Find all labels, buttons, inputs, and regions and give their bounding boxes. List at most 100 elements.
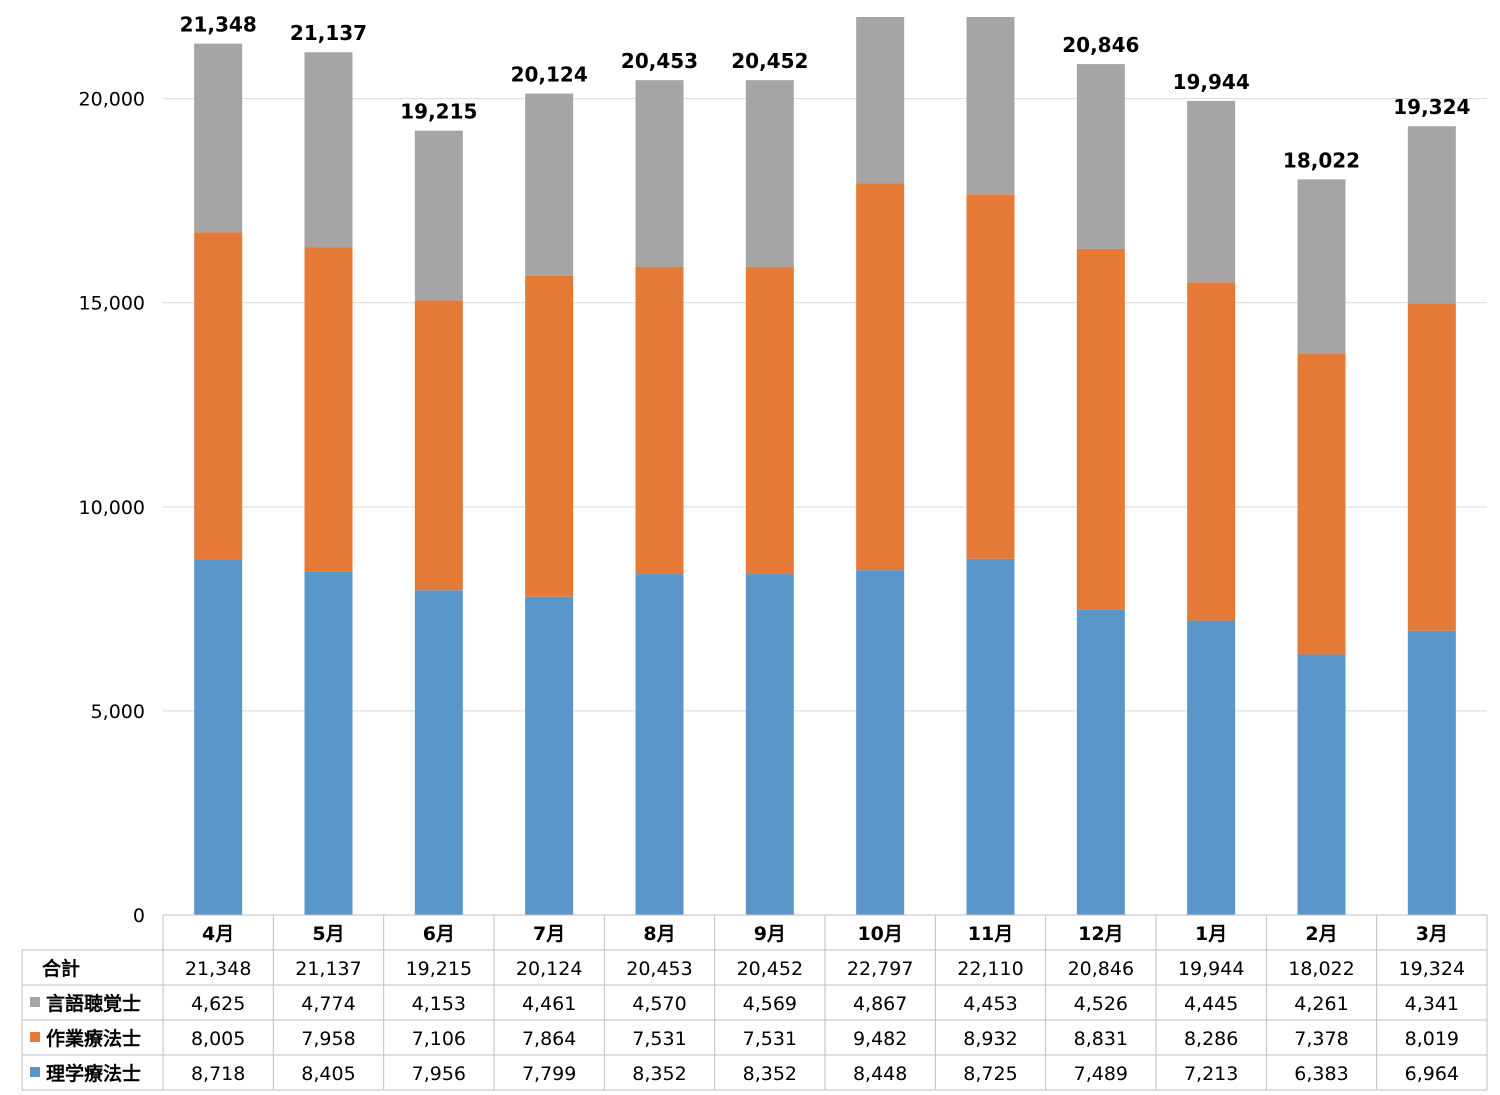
total-label: 20,453: [621, 49, 698, 73]
table-cell: 9,482: [853, 1028, 907, 1050]
bar-segment: [1076, 64, 1125, 249]
bar-segment: [966, 194, 1015, 559]
bar-segment: [1297, 179, 1346, 354]
table-cell: 4,526: [1074, 993, 1128, 1015]
bar-segment: [194, 232, 243, 560]
y-tick-label: 15,000: [79, 293, 145, 315]
bar-segment: [1407, 126, 1456, 304]
bar-segment: [1297, 353, 1346, 655]
y-tick-label: 5,000: [91, 701, 145, 723]
table-cell: 19,944: [1178, 958, 1244, 980]
table-cell: 19,324: [1399, 958, 1465, 980]
table-cell: 18,022: [1288, 958, 1354, 980]
legend-key: [30, 1067, 40, 1077]
table-cell: 4,867: [853, 993, 907, 1015]
table-cell: 8,286: [1184, 1028, 1238, 1050]
bar-segment: [304, 571, 353, 915]
table-cell: 22,797: [847, 958, 913, 980]
table-cell: 8,019: [1405, 1028, 1459, 1050]
table-cell: 8,405: [301, 1063, 355, 1085]
table-cell: 21,348: [185, 958, 251, 980]
table-cell: 8,005: [191, 1028, 245, 1050]
table-cell: 4,625: [191, 993, 245, 1015]
table-cell: 8,352: [632, 1063, 686, 1085]
table-cell: 20,452: [737, 958, 803, 980]
bar-segment: [745, 80, 794, 267]
y-tick-label: 20,000: [79, 89, 145, 111]
bar-segment: [856, 570, 905, 915]
table-cell: 7,106: [412, 1028, 466, 1050]
total-label: 18,022: [1283, 148, 1360, 172]
bar-segment: [635, 80, 684, 267]
table-cell: 20,846: [1068, 958, 1134, 980]
category-label: 11月: [968, 923, 1013, 945]
bar-segment: [745, 266, 794, 575]
series-label: 理学療法士: [46, 1062, 141, 1085]
table-cell: 4,774: [301, 993, 355, 1015]
table-cell: 8,831: [1074, 1028, 1128, 1050]
total-label: 20,452: [731, 49, 808, 73]
table-cell: 8,352: [743, 1063, 797, 1085]
table-cell: 4,153: [412, 993, 466, 1015]
bar-segment: [525, 93, 574, 276]
bar-segment: [635, 266, 684, 575]
category-label: 4月: [202, 923, 234, 945]
bar-segment: [414, 590, 463, 915]
total-label: 19,324: [1393, 95, 1470, 119]
category-label: 1月: [1195, 923, 1227, 945]
total-label: 20,846: [1062, 33, 1139, 57]
bar-segment: [194, 559, 243, 915]
bar-segment: [1407, 303, 1456, 631]
bar-segment: [856, 17, 905, 184]
legend-key: [30, 1032, 40, 1042]
total-label: 21,348: [180, 13, 257, 37]
bar-segment: [1187, 620, 1236, 915]
table-cell: 6,383: [1294, 1063, 1348, 1085]
table-cell: 4,461: [522, 993, 576, 1015]
table-cell: 4,445: [1184, 993, 1238, 1015]
y-axis: 0 5,000 10,000 15,000 20,000: [79, 89, 145, 927]
bar-segment: [856, 183, 905, 571]
bar-segment: [194, 43, 243, 233]
category-label: 2月: [1305, 923, 1337, 945]
table-cell: 7,958: [301, 1028, 355, 1050]
table-cell: 4,341: [1405, 993, 1459, 1015]
total-label: 21,137: [290, 21, 367, 45]
bar-segment: [525, 275, 574, 597]
table-cell: 4,570: [632, 993, 686, 1015]
bars: [194, 17, 1456, 915]
table-cell: 7,531: [743, 1028, 797, 1050]
bar-segment: [966, 558, 1015, 915]
bar-segment: [635, 574, 684, 915]
table-cell: 8,932: [963, 1028, 1017, 1050]
table-cell: 4,569: [743, 993, 797, 1015]
table-cell: 21,137: [295, 958, 361, 980]
table-cell: 7,489: [1074, 1063, 1128, 1085]
bar-segment: [1297, 654, 1346, 915]
bar-segment: [1187, 100, 1236, 283]
total-label: 19,944: [1173, 70, 1250, 94]
bar-segment: [525, 596, 574, 915]
y-tick-label: 10,000: [79, 497, 145, 519]
table-cell: 7,531: [632, 1028, 686, 1050]
bar-segment: [966, 17, 1015, 195]
gridlines: [163, 98, 1487, 916]
table-cell: 22,110: [957, 958, 1023, 980]
bar-segment: [1407, 630, 1456, 915]
table-cell: 7,956: [412, 1063, 466, 1085]
table-cell: 20,124: [516, 958, 582, 980]
category-label: 8月: [643, 923, 675, 945]
totals-row-label: 合計: [42, 957, 80, 980]
category-label: 5月: [312, 923, 344, 945]
category-label: 7月: [533, 923, 565, 945]
total-data-labels: 21,348 21,137 19,215 20,124 20,453 20,452 20,8…: [180, 13, 1471, 173]
bar-segment: [1076, 248, 1125, 610]
bar-segment: [304, 52, 353, 248]
category-label: 9月: [754, 923, 786, 945]
table-cell: 4,453: [963, 993, 1017, 1015]
bar-segment: [1187, 282, 1236, 621]
table-cell: 19,215: [406, 958, 472, 980]
table-cell: 7,799: [522, 1063, 576, 1085]
